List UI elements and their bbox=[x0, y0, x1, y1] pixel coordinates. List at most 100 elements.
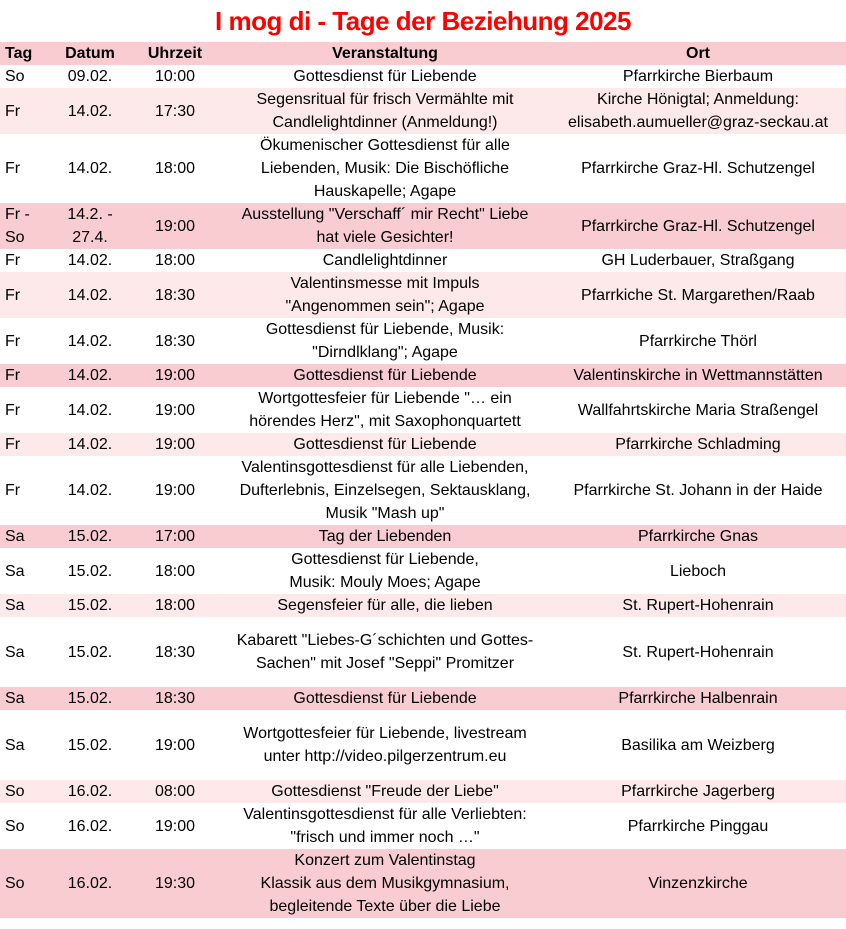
cell-tag: Sa bbox=[5, 597, 25, 614]
cell-uhrzeit: 19:00 bbox=[154, 736, 196, 754]
cell-ort: Pfarrkirche Graz-Hl. Schutzengel bbox=[581, 217, 815, 235]
cell-tag: Fr bbox=[5, 367, 21, 384]
cell-ort: GH Luderbauer, Straßgang bbox=[601, 252, 795, 269]
cell-ort: St. Rupert-Hohenrain bbox=[622, 643, 774, 661]
cell-uhrzeit: 08:00 bbox=[154, 783, 196, 800]
table-row: Sa 15.02. 18:00 Gottesdienst für Liebend… bbox=[0, 548, 846, 594]
cell-datum: 14.02. bbox=[67, 332, 113, 350]
cell-veranstaltung: Wortgottesfeier für Liebende, livestream… bbox=[243, 725, 527, 765]
cell-ort: Pfarrkirche Halbenrain bbox=[618, 690, 778, 707]
cell-tag: So bbox=[5, 68, 25, 85]
table-row: Fr 14.02. 19:00 Wortgottesfeier für Lieb… bbox=[0, 387, 846, 433]
column-header-uhrzeit: Uhrzeit bbox=[147, 45, 203, 62]
cell-veranstaltung: Gottesdienst für Liebende bbox=[293, 367, 477, 384]
table-row: Sa 15.02. 18:00 Segensfeier für alle, di… bbox=[0, 594, 846, 617]
cell-datum: 15.02. bbox=[67, 736, 113, 754]
cell-veranstaltung: Kabarett "Liebes-G´schichten und Gottes-… bbox=[236, 632, 534, 672]
cell-veranstaltung: Wortgottesfeier für Liebende "… ein höre… bbox=[249, 390, 521, 430]
cell-ort: Pfarrkirche Thörl bbox=[639, 332, 757, 350]
cell-veranstaltung: Ökumenischer Gottesdienst für alle Liebe… bbox=[260, 137, 510, 200]
cell-uhrzeit: 18:30 bbox=[154, 332, 196, 350]
events-table-body: So 09.02. 10:00 Gottesdienst für Liebend… bbox=[0, 65, 846, 918]
cell-veranstaltung: Ausstellung "Verschaff´ mir Recht" Liebe… bbox=[241, 206, 529, 246]
cell-uhrzeit: 19:00 bbox=[154, 436, 196, 453]
table-row: Fr 14.02. 19:00 Gottesdienst für Liebend… bbox=[0, 364, 846, 387]
cell-ort: Pfarrkirche St. Johann in der Haide bbox=[573, 482, 823, 499]
cell-ort: Pfarrkirche Jagerberg bbox=[621, 783, 775, 800]
cell-datum: 14.02. bbox=[67, 482, 113, 499]
table-row: Fr 14.02. 17:30 Segensritual für frisch … bbox=[0, 88, 846, 134]
cell-uhrzeit: 19:30 bbox=[154, 875, 196, 892]
cell-datum: 15.02. bbox=[67, 643, 113, 661]
cell-veranstaltung: Candlelightdinner bbox=[322, 252, 448, 269]
cell-veranstaltung: Gottesdienst für Liebende bbox=[293, 68, 477, 85]
cell-veranstaltung: Valentinsmesse mit Impuls "Angenommen se… bbox=[285, 275, 485, 315]
table-row: Sa 15.02. 18:30 Kabarett "Liebes-G´schic… bbox=[0, 617, 846, 687]
events-table-header: Tag Datum Uhrzeit Veranstaltung Ort bbox=[0, 42, 846, 65]
cell-ort: Pfarrkirche Graz-Hl. Schutzengel bbox=[581, 160, 815, 177]
cell-veranstaltung: Gottesdienst für Liebende bbox=[293, 690, 477, 707]
cell-tag: Sa bbox=[5, 562, 25, 580]
cell-datum: 16.02. bbox=[67, 817, 113, 835]
cell-datum: 14.02. bbox=[67, 436, 113, 453]
cell-tag: Fr bbox=[5, 401, 21, 419]
table-row: Fr 14.02. 19:00 Valentinsgottesdienst fü… bbox=[0, 456, 846, 525]
table-row: Fr 14.02. 19:00 Gottesdienst für Liebend… bbox=[0, 433, 846, 456]
cell-veranstaltung: Konzert zum Valentinstag Klassik aus dem… bbox=[260, 852, 510, 915]
cell-uhrzeit: 18:00 bbox=[154, 160, 196, 177]
table-row: So 09.02. 10:00 Gottesdienst für Liebend… bbox=[0, 65, 846, 88]
cell-uhrzeit: 19:00 bbox=[154, 482, 196, 499]
table-row: Fr - So 14.2. - 27.4. 19:00 Ausstellung … bbox=[0, 203, 846, 249]
cell-veranstaltung: Tag der Liebenden bbox=[318, 528, 452, 545]
cell-datum: 15.02. bbox=[67, 690, 113, 707]
cell-datum: 14.02. bbox=[67, 286, 113, 304]
cell-datum: 14.2. - 27.4. bbox=[67, 206, 113, 246]
cell-uhrzeit: 10:00 bbox=[154, 68, 196, 85]
cell-veranstaltung: Gottesdienst für Liebende, Musik: "Dirnd… bbox=[265, 321, 505, 361]
table-row: Fr 14.02. 18:30 Valentinsmesse mit Impul… bbox=[0, 272, 846, 318]
cell-uhrzeit: 18:00 bbox=[154, 252, 196, 269]
cell-ort: Valentinskirche in Wettmannstätten bbox=[573, 367, 823, 384]
events-table: Tag Datum Uhrzeit Veranstaltung Ort So 0… bbox=[0, 42, 846, 918]
table-row: So 16.02. 19:00 Valentinsgottesdienst fü… bbox=[0, 803, 846, 849]
column-header-ort: Ort bbox=[686, 45, 710, 62]
page-title: I mog di - Tage der Beziehung 2025 bbox=[215, 6, 631, 36]
cell-datum: 16.02. bbox=[67, 875, 113, 892]
cell-uhrzeit: 18:00 bbox=[154, 597, 196, 614]
table-row: So 16.02. 08:00 Gottesdienst "Freude der… bbox=[0, 780, 846, 803]
cell-veranstaltung: Valentinsgottesdienst für alle Verliebte… bbox=[243, 806, 527, 846]
cell-uhrzeit: 18:30 bbox=[154, 286, 196, 304]
table-row: Sa 15.02. 18:30 Gottesdienst für Liebend… bbox=[0, 687, 846, 710]
cell-tag: Sa bbox=[5, 528, 25, 545]
cell-uhrzeit: 18:00 bbox=[154, 562, 196, 580]
cell-tag: Fr bbox=[5, 482, 21, 499]
cell-tag: Sa bbox=[5, 690, 25, 707]
cell-veranstaltung: Segensfeier für alle, die lieben bbox=[277, 597, 493, 614]
cell-datum: 14.02. bbox=[67, 252, 113, 269]
cell-ort: Lieboch bbox=[669, 562, 727, 580]
cell-ort: Wallfahrtskirche Maria Straßengel bbox=[577, 401, 819, 419]
cell-datum: 14.02. bbox=[67, 401, 113, 419]
cell-datum: 15.02. bbox=[67, 597, 113, 614]
cell-datum: 16.02. bbox=[67, 783, 113, 800]
column-header-tag: Tag bbox=[5, 45, 33, 62]
cell-datum: 14.02. bbox=[67, 367, 113, 384]
cell-datum: 09.02. bbox=[67, 68, 113, 85]
column-header-datum: Datum bbox=[65, 45, 115, 62]
cell-tag: So bbox=[5, 783, 25, 800]
cell-ort: St. Rupert-Hohenrain bbox=[622, 597, 774, 614]
cell-tag: Fr - So bbox=[5, 206, 30, 246]
cell-uhrzeit: 18:30 bbox=[154, 643, 196, 661]
cell-tag: Fr bbox=[5, 160, 21, 177]
cell-ort: Kirche Hönigtal; Anmeldung: elisabeth.au… bbox=[568, 91, 828, 131]
cell-ort: Pfarrkirche Schladming bbox=[615, 436, 781, 453]
cell-tag: Sa bbox=[5, 736, 25, 754]
cell-datum: 14.02. bbox=[67, 102, 113, 120]
cell-veranstaltung: Segensritual für frisch Vermählte mit Ca… bbox=[256, 91, 514, 131]
cell-tag: So bbox=[5, 817, 25, 835]
cell-datum: 15.02. bbox=[67, 562, 113, 580]
cell-ort: Pfarrkirche Pinggau bbox=[627, 817, 769, 835]
header-row: Tag Datum Uhrzeit Veranstaltung Ort bbox=[0, 42, 846, 65]
cell-ort: Vinzenzkirche bbox=[648, 875, 748, 892]
